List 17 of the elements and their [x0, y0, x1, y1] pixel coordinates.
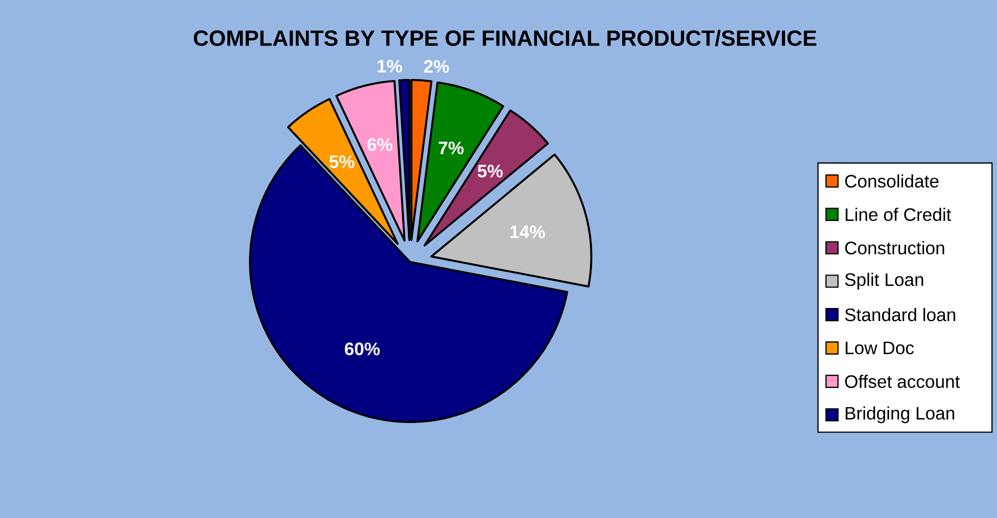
legend-label: Bridging Loan	[846, 406, 954, 424]
data-label: 60%	[344, 342, 380, 356]
data-label: 1%	[378, 60, 402, 72]
legend-label: Split Loan	[845, 272, 924, 290]
legend-label: Consolidate	[845, 174, 939, 188]
legend-label: Line of Credit	[846, 208, 952, 221]
chart-title: COMPLAINTS BY TYPE OF FINANCIAL PRODUCT/SERVICE	[194, 30, 816, 46]
legend-label: Standard loan	[845, 308, 956, 322]
legend-label: Construction	[845, 241, 944, 254]
data-label: 5%	[478, 164, 503, 178]
data-label: 6%	[368, 138, 392, 151]
data-label: 7%	[438, 142, 464, 154]
legend-label: Offset account	[845, 374, 960, 388]
data-label: 5%	[329, 155, 354, 168]
legend-label: Low Doc	[846, 342, 914, 354]
data-label: 14%	[510, 226, 545, 238]
data-label: 2%	[424, 60, 449, 73]
